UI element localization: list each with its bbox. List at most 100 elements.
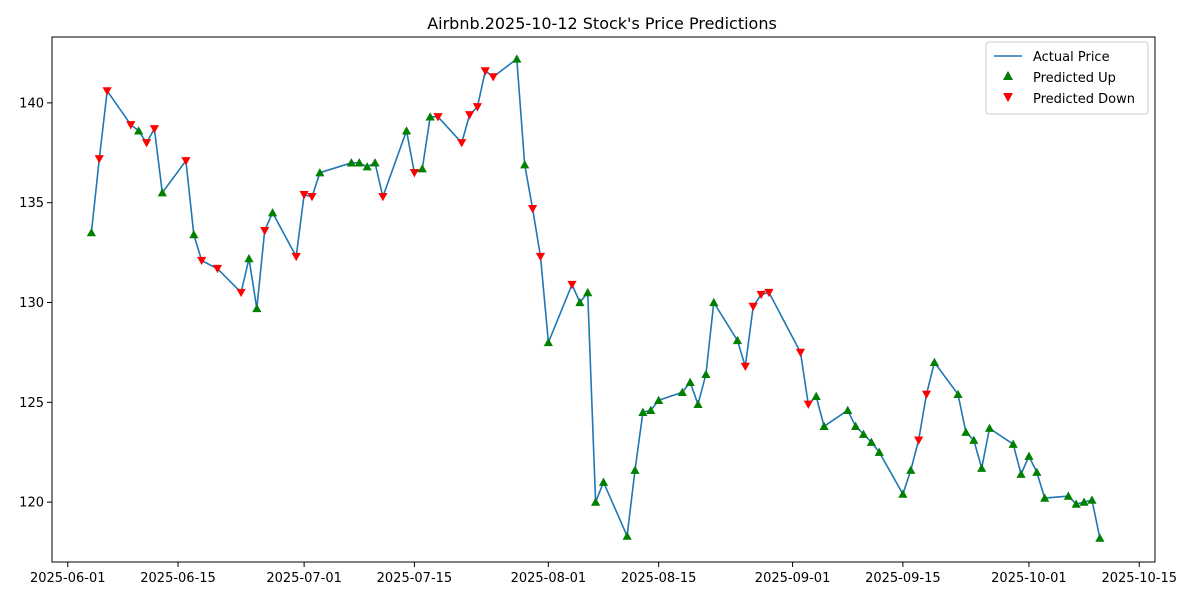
x-tick-label: 2025-08-01 [511,571,587,586]
predicted-up-marker [268,208,278,217]
predicted-up-marker [189,230,199,239]
predicted-down-marker [94,155,104,164]
predicted-down-marker [472,103,483,112]
predicted-down-marker [795,348,806,357]
predicted-down-marker [914,436,924,445]
predicted-up-marker [591,497,601,506]
predicted-down-marker [803,400,813,409]
predicted-up-marker [622,531,632,540]
y-tick-label: 130 [19,296,44,311]
predicted-up-marker [638,407,648,416]
predicted-up-marker [977,463,987,472]
legend-down-label: Predicted Down [1033,92,1135,107]
x-tick-label: 2025-07-15 [377,571,453,586]
plot-area [90,57,1101,540]
legend-up-swatch [1003,71,1013,80]
predicted-up-marker [701,369,711,379]
predicted-up-marker [984,423,995,432]
predicted-down-marker [307,193,317,202]
predicted-up-marker [1016,469,1026,478]
predicted-up-marker [654,395,664,404]
x-tick-label: 2025-10-01 [991,571,1067,586]
predicted-up-marker [646,405,656,414]
predicted-up-marker [401,126,412,135]
predicted-down-marker [291,252,301,262]
predicted-down-marker [756,290,766,300]
predicted-down-marker [260,226,270,236]
predicted-up-marker [354,158,364,167]
predicted-down-marker [480,67,490,76]
predicted-down-marker [102,87,112,96]
prediction-markers [86,54,1105,542]
legend-down-swatch [1003,93,1013,102]
y-axis: 120 125 130 135 140 [19,96,52,511]
predicted-up-marker [1071,499,1081,508]
predicted-up-marker [858,429,869,438]
predicted-up-marker [370,158,380,167]
predicted-up-marker [929,357,939,367]
predicted-up-marker [520,160,530,169]
x-tick-label: 2025-09-15 [865,571,941,586]
predicted-up-marker [1032,467,1042,476]
predicted-up-marker [709,297,719,307]
predicted-up-marker [346,158,356,167]
chart-title: Airbnb.2025-10-12 Stock's Price Predicti… [427,14,777,33]
predicted-up-marker [315,168,325,177]
predicted-up-marker [134,126,144,135]
predicted-down-marker [181,157,191,166]
predicted-down-marker [527,204,538,214]
predicted-down-marker [764,288,774,298]
predicted-up-marker [244,253,254,263]
predicted-down-marker [535,252,546,262]
predicted-down-marker [457,139,467,148]
predicted-down-marker [236,288,246,298]
predicted-up-marker [252,303,262,313]
y-tick-label: 125 [19,396,44,411]
predicted-down-marker [212,264,223,274]
predicted-up-marker [961,427,971,436]
predicted-up-marker [583,287,593,297]
predicted-down-marker [378,193,388,202]
predicted-up-marker [1095,533,1105,542]
predicted-up-marker [1008,439,1018,448]
legend-actual-label: Actual Price [1033,50,1110,65]
predicted-up-marker [693,399,703,408]
predicted-up-marker [630,465,640,474]
y-tick-label: 120 [19,496,44,511]
predicted-up-marker [1087,495,1097,504]
x-tick-label: 2025-09-01 [755,571,831,586]
predicted-up-marker [425,112,435,121]
axes-frame [51,36,1156,563]
actual-price-line [90,57,1101,540]
predicted-down-marker [921,390,932,399]
predicted-down-marker [299,191,309,200]
x-tick-label: 2025-06-01 [30,571,106,586]
predicted-up-marker [843,405,853,414]
predicted-up-marker [953,389,963,398]
predicted-up-marker [157,188,167,197]
predicted-up-marker [598,477,609,486]
predicted-up-marker [512,54,522,63]
predicted-down-marker [197,256,207,266]
predicted-up-marker [874,447,884,456]
predicted-up-marker [1040,493,1050,502]
predicted-down-marker [748,302,758,312]
predicted-up-marker [677,387,687,397]
predicted-up-marker [1063,491,1073,500]
predicted-up-marker [819,421,829,430]
predicted-down-marker [433,113,443,122]
x-tick-label: 2025-10-15 [1101,571,1177,586]
predicted-up-marker [685,377,695,387]
predicted-up-marker [906,465,916,474]
legend: Actual Price Predicted Up Predicted Down [985,41,1149,115]
x-tick-label: 2025-06-15 [140,571,216,586]
predicted-up-marker [362,162,372,171]
predicted-up-marker [851,421,861,430]
predicted-up-marker [732,335,743,345]
x-tick-label: 2025-07-01 [266,571,342,586]
predicted-down-marker [409,169,420,178]
x-tick-label: 2025-08-15 [621,571,697,586]
predicted-down-marker [126,121,136,130]
predicted-down-marker [567,280,577,290]
